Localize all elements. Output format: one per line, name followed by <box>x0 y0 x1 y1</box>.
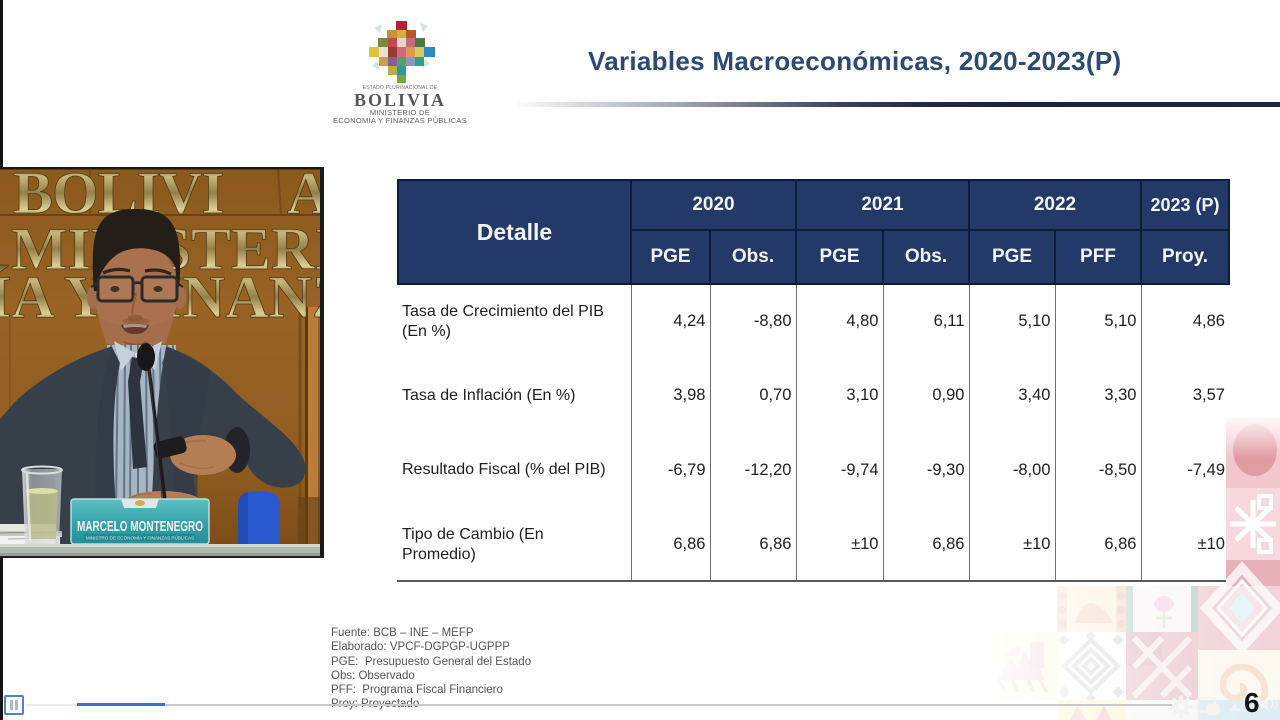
svg-text:BOLIVI: BOLIVI <box>13 167 224 226</box>
svg-text:ÍA: ÍA <box>0 264 55 330</box>
svg-text:6: 6 <box>1244 688 1260 718</box>
svg-text:MARCELO MONTENEGRO: MARCELO MONTENEGRO <box>77 519 203 535</box>
svg-text:MINISTRO DE ECONOMÍA Y FINANZA: MINISTRO DE ECONOMÍA Y FINANZAS PÚBLICAS <box>86 535 194 541</box>
svg-text:A: A <box>287 167 324 226</box>
